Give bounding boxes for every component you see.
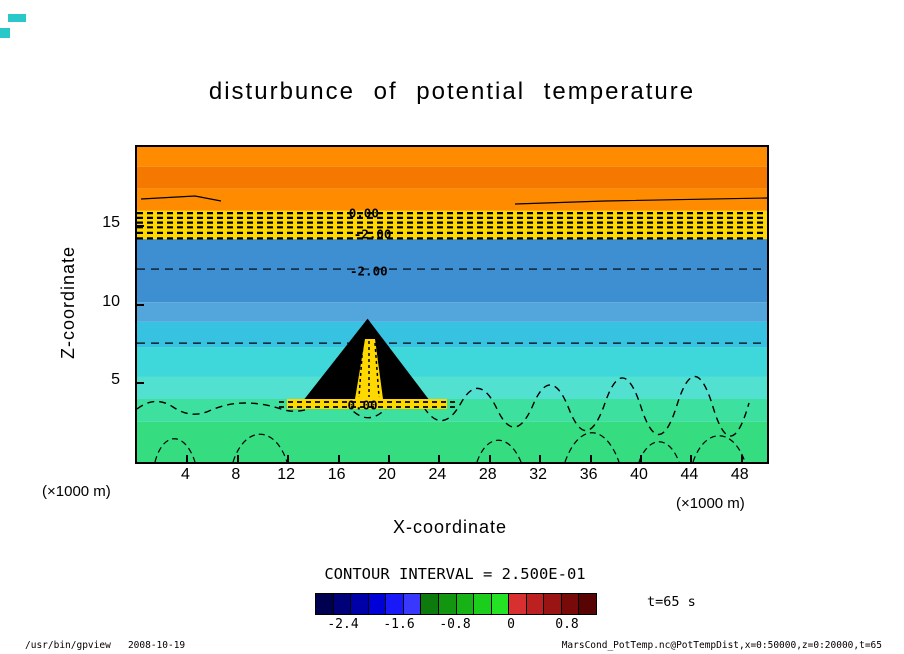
contour-value-label: -2.00: [350, 263, 388, 279]
contour-plot: [137, 147, 767, 462]
x-tick-label: 24: [428, 466, 447, 483]
mountain-center-glow: [355, 339, 383, 399]
surface-arch-contour: [692, 435, 746, 462]
surface-contour-line: [137, 375, 750, 437]
surface-arch-contour: [232, 433, 288, 462]
colorbar-segment: [420, 594, 438, 614]
y-tick-mark: [137, 224, 144, 227]
contour-value-label: -2.00: [353, 226, 392, 242]
time-label: t=65 s: [647, 594, 696, 610]
fill-band: [137, 166, 767, 189]
fill-band: [137, 347, 767, 377]
plot-overlay: 0.00 -2.00 -2.00 0.00: [137, 147, 767, 462]
y-axis-title: Z-coordinate: [58, 245, 78, 360]
colorbar-segment: [455, 594, 474, 614]
colorbar-segment: [367, 594, 386, 614]
screen-artifact: [0, 28, 10, 38]
x-tick-mark: [438, 455, 441, 462]
x-tick-label: 32: [529, 466, 548, 483]
contour-value-label: 0.00: [348, 205, 379, 221]
x-tick-label: 16: [327, 466, 346, 483]
fill-band: [137, 147, 767, 167]
y-tick-mark: [137, 382, 144, 385]
contour-value-label: 0.00: [347, 397, 378, 413]
x-tick-label: 12: [277, 466, 296, 483]
solid-contour-line: [514, 197, 767, 205]
x-tick-mark: [287, 455, 290, 462]
colorbar-segment: [385, 594, 403, 614]
surface-arch-contour: [638, 441, 680, 462]
fill-band: [137, 188, 767, 211]
x-tick-mark: [337, 455, 340, 462]
surface-arch-contour: [564, 432, 620, 462]
x-tick-mark: [539, 455, 542, 462]
colorbar-segment: [560, 594, 579, 614]
colorbar: [315, 593, 597, 615]
colorbar-segment: [543, 594, 561, 614]
x-tick-mark: [589, 455, 592, 462]
x-tick-label: 36: [579, 466, 598, 483]
colorbar-segment: [578, 594, 596, 614]
x-axis-unit: (×1000 m): [676, 495, 745, 512]
y-tick-label: 10: [102, 292, 120, 310]
y-axis-tick-labels: 5 10 15: [84, 145, 128, 460]
mountain-accents: [279, 339, 459, 409]
dashed-contours: [137, 212, 767, 344]
colorbar-segment: [316, 594, 333, 614]
colorbar-tick-label: -2.4: [327, 617, 359, 632]
fill-band: [137, 239, 767, 303]
colorbar-segment: [332, 594, 351, 614]
y-tick-label: 5: [111, 371, 120, 389]
footer-command-text: /usr/bin/gpview 2008-10-19: [25, 640, 186, 651]
colorbar-segment: [402, 594, 421, 614]
x-tick-mark: [236, 455, 239, 462]
x-tick-mark: [186, 455, 189, 462]
x-axis-title: X-coordinate: [392, 517, 508, 537]
colorbar-tick-labels: -2.4 -1.6 -0.8 0 0.8: [315, 617, 595, 635]
x-tick-label: 8: [231, 466, 241, 483]
x-tick-mark: [388, 455, 390, 462]
x-tick-mark: [740, 455, 743, 462]
x-tick-mark: [640, 455, 642, 462]
fill-band: [137, 210, 767, 240]
colorbar-tick-label: 0.8: [555, 617, 579, 632]
y-tick-label: 15: [102, 213, 120, 231]
tick-marks: [137, 147, 767, 462]
x-tick-label: 28: [478, 466, 497, 483]
surface-arch-contour: [476, 439, 522, 462]
footer-source-text: MarsCond_PotTemp.nc@PotTempDist,x=0:5000…: [561, 640, 882, 651]
fill-band: [137, 302, 767, 322]
plot-area: 0.00 -2.00 -2.00 0.00: [135, 145, 769, 464]
x-tick-mark: [690, 455, 693, 462]
colorbar-segment: [525, 594, 544, 614]
x-tick-label: 44: [680, 466, 699, 483]
colorbar-tick-label: -1.6: [383, 617, 415, 632]
solid-contour-line: [140, 195, 222, 202]
colorbar-tick-label: -0.8: [439, 617, 471, 632]
surface-arch-contour: [154, 438, 196, 462]
y-tick-mark: [137, 303, 144, 306]
y-axis-unit: (×1000 m): [42, 483, 111, 500]
x-tick-mark: [488, 455, 491, 462]
x-tick-label: 48: [730, 466, 749, 483]
x-tick-label: 20: [378, 466, 396, 483]
colorbar-segment: [473, 594, 491, 614]
fill-band: [137, 376, 767, 399]
x-axis-tick-labels: 4 8 12 16 20 24 28 32 36 40 44 48: [135, 466, 765, 488]
colorbar-segment: [490, 594, 509, 614]
contour-interval-label: CONTOUR INTERVAL = 2.500E-01: [324, 565, 586, 583]
upper-solid-contours: [140, 195, 767, 205]
screen-artifact: [8, 14, 26, 22]
colorbar-segment: [508, 594, 526, 614]
x-tick-label: 40: [630, 466, 648, 483]
surface-contours: [137, 375, 750, 462]
x-tick-label: 4: [180, 466, 190, 483]
colorbar-segment: [350, 594, 368, 614]
mountain-base-glow: [287, 399, 447, 409]
colorbar-tick-label: 0: [507, 617, 515, 632]
chart-title: disturbunce of potential temperature: [208, 78, 696, 105]
colorbar-segment: [437, 594, 456, 614]
